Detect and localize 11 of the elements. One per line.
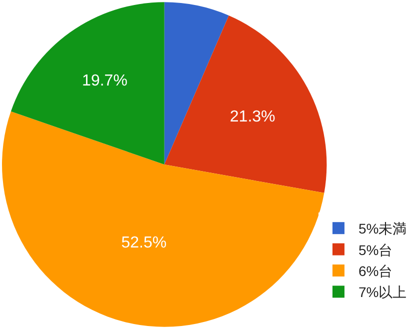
data-label: 19.7%	[82, 72, 128, 90]
legend-label: 6%台	[358, 262, 393, 279]
pie-slice	[2, 111, 324, 327]
pie-slice	[164, 2, 229, 164]
pie-slice	[164, 16, 326, 193]
legend-label: 5%台	[358, 242, 393, 258]
data-label: 52.5%	[121, 234, 167, 252]
legend-label: 5%未満	[358, 220, 407, 237]
pie-slice	[10, 2, 164, 164]
legend-label: 7%以上	[358, 284, 407, 300]
data-label: 21.3%	[230, 108, 276, 126]
